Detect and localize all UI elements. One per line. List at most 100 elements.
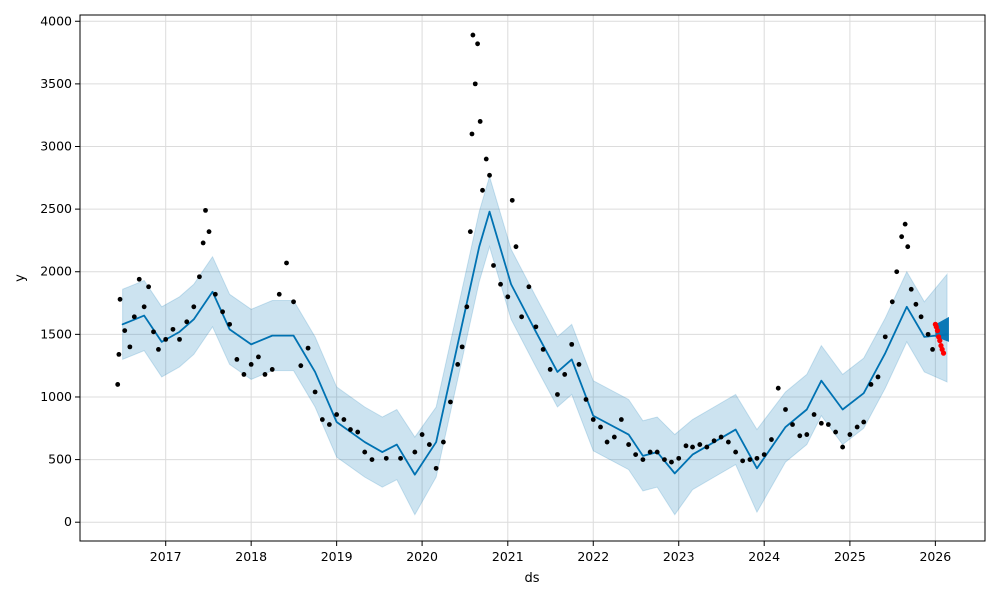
observed-point <box>913 301 919 307</box>
observed-point <box>475 41 480 47</box>
observed-point <box>540 346 546 352</box>
observed-point <box>669 459 674 465</box>
observed-point <box>718 434 724 440</box>
observed-point <box>905 244 911 250</box>
observed-point <box>790 422 795 427</box>
observed-point <box>163 336 169 342</box>
observed-point <box>117 296 123 302</box>
observed-point <box>740 458 746 464</box>
observed-point <box>640 457 646 462</box>
recent-observed-point <box>934 328 941 334</box>
x-tick-label: 2023 <box>663 549 695 564</box>
observed-point <box>925 331 931 337</box>
observed-point <box>122 328 128 333</box>
observed-point <box>894 269 900 275</box>
observed-point <box>334 412 340 417</box>
axis-ticks: 2017 2018 2019 2020 2021 2022 2023 2024 2025 2026… <box>40 13 951 564</box>
observed-point <box>206 229 212 235</box>
x-tick-label: 2025 <box>834 549 866 564</box>
observed-point <box>212 291 218 297</box>
observed-point <box>383 455 389 461</box>
observed-point <box>136 276 142 282</box>
recent-points-layer <box>932 321 947 356</box>
recent-observed-point <box>940 350 947 356</box>
x-tick-label: 2019 <box>321 549 353 564</box>
observed-point <box>930 346 935 352</box>
observed-points-layer <box>115 32 935 471</box>
x-tick-label: 2022 <box>577 549 609 564</box>
observed-point <box>797 433 803 439</box>
observed-point <box>412 449 418 455</box>
observed-point <box>220 309 226 315</box>
observed-point <box>775 385 781 391</box>
observed-point <box>472 81 478 87</box>
observed-point <box>513 244 519 250</box>
observed-point <box>861 419 867 425</box>
observed-point <box>683 443 689 449</box>
observed-point <box>467 229 473 235</box>
observed-point <box>448 399 453 405</box>
observed-point <box>882 334 888 340</box>
observed-point <box>899 234 905 240</box>
observed-point <box>783 407 788 412</box>
observed-point <box>200 240 206 246</box>
x-tick-label: 2018 <box>235 549 267 564</box>
observed-point <box>833 429 839 435</box>
observed-point <box>825 422 831 427</box>
observed-point <box>248 362 254 367</box>
y-tick-label: 1000 <box>40 389 72 404</box>
observed-point <box>725 439 731 445</box>
x-axis-label: ds <box>524 571 539 586</box>
observed-point <box>583 397 589 402</box>
observed-point <box>505 294 511 300</box>
observed-point <box>804 432 810 437</box>
x-tick-label: 2024 <box>748 549 780 564</box>
observed-point <box>633 452 639 457</box>
observed-point <box>191 304 197 310</box>
observed-point <box>241 372 247 377</box>
observed-point <box>455 362 461 367</box>
observed-point <box>341 417 347 422</box>
forecast-line <box>121 210 948 476</box>
observed-point <box>555 392 560 397</box>
observed-point <box>441 439 446 445</box>
observed-point <box>426 442 432 447</box>
observed-point <box>141 304 147 310</box>
observed-point <box>509 197 515 203</box>
observed-point <box>618 417 624 422</box>
observed-point <box>464 304 470 310</box>
observed-point <box>676 455 682 461</box>
y-axis-label: y <box>13 274 28 282</box>
observed-point <box>470 32 476 38</box>
grid-lines <box>80 15 985 541</box>
x-tick-label: 2017 <box>150 549 182 564</box>
observed-point <box>733 449 739 455</box>
observed-point <box>116 352 122 357</box>
y-tick-label: 2500 <box>40 201 72 216</box>
observed-point <box>704 444 710 450</box>
uncertainty-band <box>122 174 948 516</box>
observed-point <box>847 432 853 437</box>
observed-point <box>234 357 240 362</box>
observed-point <box>269 367 275 372</box>
observed-point <box>761 452 767 457</box>
observed-point <box>184 319 190 325</box>
y-tick-label: 3500 <box>40 76 72 91</box>
observed-point <box>115 382 121 387</box>
observed-point <box>491 263 496 268</box>
observed-point <box>483 156 489 162</box>
observed-point <box>662 457 667 462</box>
observed-point <box>840 444 846 450</box>
observed-point <box>276 291 282 297</box>
observed-point <box>908 286 914 292</box>
observed-point <box>127 344 133 350</box>
observed-point <box>398 455 403 461</box>
observed-point <box>569 341 575 347</box>
observed-point <box>547 367 553 372</box>
observed-point <box>312 389 318 395</box>
observed-point <box>868 382 874 387</box>
recent-observed-point <box>937 338 943 344</box>
observed-point <box>355 429 361 435</box>
